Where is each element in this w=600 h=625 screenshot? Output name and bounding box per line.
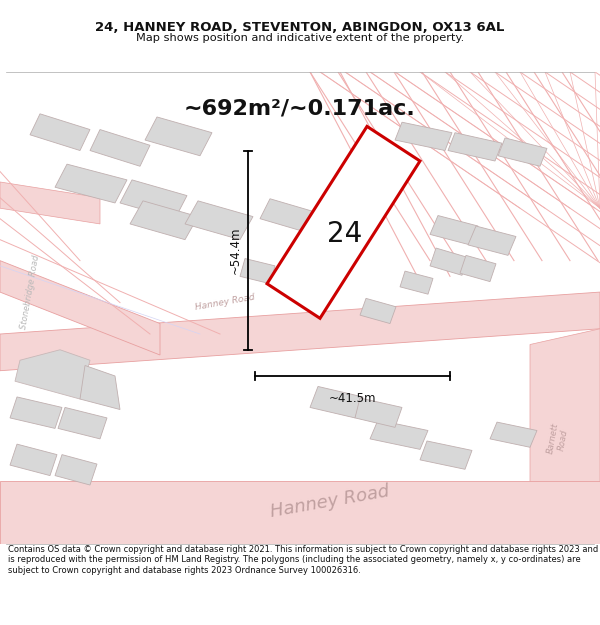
Polygon shape: [468, 226, 516, 256]
Text: Hanney Road: Hanney Road: [269, 482, 391, 521]
Polygon shape: [10, 397, 62, 428]
Text: Hanney Road: Hanney Road: [194, 293, 256, 312]
Polygon shape: [448, 132, 502, 161]
Polygon shape: [420, 441, 472, 469]
Polygon shape: [55, 454, 97, 485]
Text: ~54.4m: ~54.4m: [229, 226, 242, 274]
Polygon shape: [310, 213, 365, 247]
Polygon shape: [395, 122, 452, 151]
Polygon shape: [490, 422, 537, 447]
Text: ~692m²/~0.171ac.: ~692m²/~0.171ac.: [184, 99, 416, 119]
Polygon shape: [310, 386, 363, 418]
Text: Barnett
Road: Barnett Road: [546, 422, 570, 456]
Polygon shape: [145, 117, 212, 156]
Text: ~41.5m: ~41.5m: [329, 392, 376, 405]
Polygon shape: [260, 199, 320, 233]
Polygon shape: [80, 366, 120, 409]
Polygon shape: [0, 261, 160, 355]
Polygon shape: [498, 138, 547, 166]
Polygon shape: [400, 271, 433, 294]
Polygon shape: [0, 182, 100, 224]
Polygon shape: [185, 201, 253, 239]
Text: 24: 24: [328, 221, 362, 248]
Polygon shape: [130, 201, 198, 239]
Text: Contains OS data © Crown copyright and database right 2021. This information is : Contains OS data © Crown copyright and d…: [8, 545, 598, 575]
Polygon shape: [55, 164, 127, 203]
Polygon shape: [120, 180, 187, 219]
Text: Map shows position and indicative extent of the property.: Map shows position and indicative extent…: [136, 33, 464, 43]
Polygon shape: [0, 292, 600, 371]
Polygon shape: [90, 129, 150, 166]
Text: Stonebridge Road: Stonebridge Road: [19, 254, 41, 330]
Polygon shape: [355, 398, 402, 428]
Polygon shape: [430, 248, 468, 275]
Polygon shape: [0, 481, 600, 544]
Polygon shape: [30, 114, 90, 151]
Polygon shape: [58, 408, 107, 439]
Polygon shape: [370, 420, 428, 449]
Polygon shape: [360, 298, 396, 324]
Polygon shape: [460, 256, 496, 282]
Polygon shape: [10, 444, 57, 476]
Polygon shape: [430, 216, 478, 245]
Text: 24, HANNEY ROAD, STEVENTON, ABINGDON, OX13 6AL: 24, HANNEY ROAD, STEVENTON, ABINGDON, OX…: [95, 21, 505, 34]
Polygon shape: [267, 126, 420, 318]
Polygon shape: [15, 350, 90, 399]
Polygon shape: [530, 329, 600, 544]
Polygon shape: [240, 259, 275, 284]
